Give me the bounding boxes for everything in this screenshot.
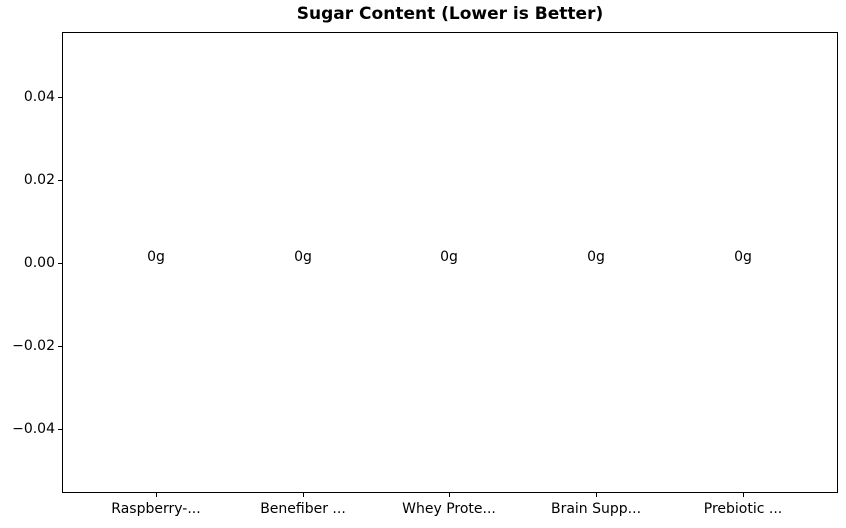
bar-value-label: 0g [294,249,312,265]
bar-value-label: 0g [734,249,752,265]
y-tick-label: 0.00 [23,255,55,271]
x-tick-mark [743,493,744,497]
y-tick-label: 0.04 [23,89,55,105]
x-tick-label: Prebiotic ... [703,501,783,517]
y-tick-mark [58,180,62,181]
bar-value-label: 0g [147,249,165,265]
y-tick-label: 0.02 [23,172,55,188]
bar-value-label: 0g [440,249,458,265]
x-tick-mark [449,493,450,497]
y-tick-label: −0.02 [12,338,55,354]
x-tick-mark [156,493,157,497]
x-tick-label: Brain Supp... [550,501,642,517]
x-tick-mark [596,493,597,497]
x-tick-label: Whey Prote... [402,501,496,517]
bar-value-label: 0g [587,249,605,265]
chart-title: Sugar Content (Lower is Better) [296,4,604,24]
plot-area [62,32,838,493]
x-tick-mark [303,493,304,497]
y-tick-mark [58,263,62,264]
x-tick-label: Benefiber ... [260,501,346,517]
y-tick-mark [58,97,62,98]
y-tick-label: −0.04 [12,421,55,437]
x-tick-label: Raspberry-... [111,501,201,517]
y-tick-mark [58,346,62,347]
y-tick-mark [58,429,62,430]
